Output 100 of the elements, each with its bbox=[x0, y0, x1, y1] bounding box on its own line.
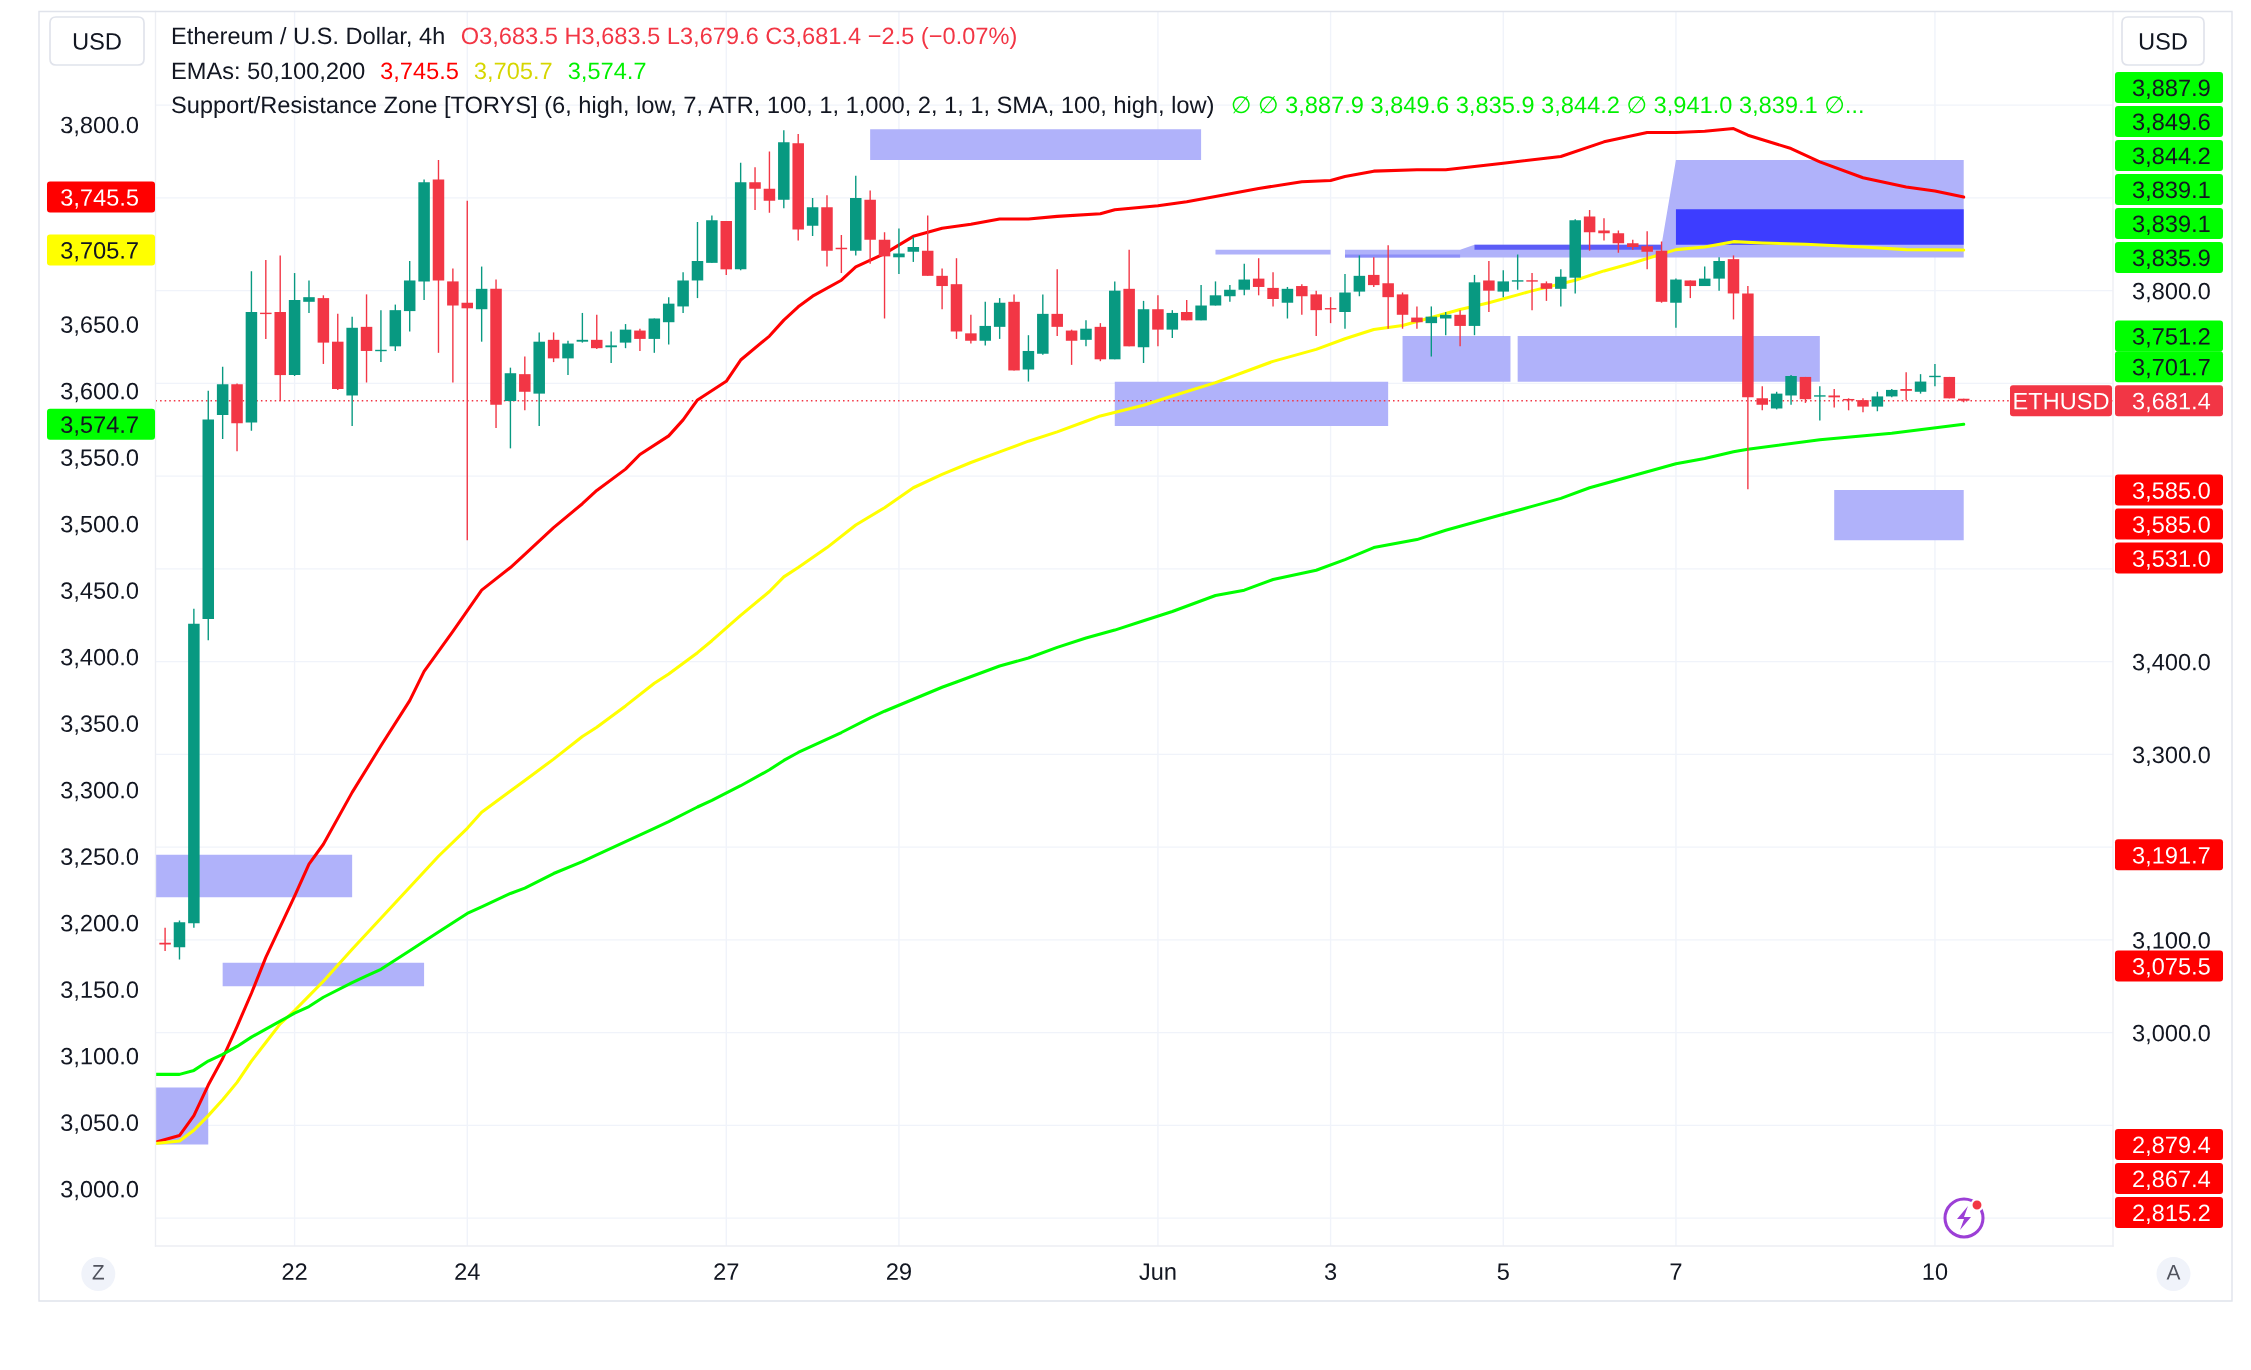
y-tick-label: 3,000.0 bbox=[2132, 1024, 2210, 1045]
text: 3,887.9 bbox=[2132, 79, 2210, 99]
candlestick bbox=[1238, 263, 1251, 297]
text: 3,835.9 bbox=[2132, 249, 2210, 269]
text: 3,075.5 bbox=[2132, 957, 2210, 978]
text: 3,705.7 bbox=[61, 242, 138, 262]
candlestick bbox=[1310, 289, 1322, 337]
candlestick bbox=[1526, 272, 1538, 311]
candlestick bbox=[1267, 271, 1279, 308]
y2-tick-label: 3,500.0 bbox=[61, 515, 139, 536]
candlestick bbox=[1641, 230, 1653, 271]
candlestick bbox=[806, 197, 819, 237]
text: 3,531.0 bbox=[2132, 550, 2210, 570]
candlestick bbox=[303, 279, 315, 314]
candlestick bbox=[605, 330, 617, 364]
candlestick bbox=[1195, 284, 1207, 322]
x-tick-label: 3 bbox=[1324, 1263, 1337, 1281]
x-tick-label: 24 bbox=[455, 1263, 480, 1280]
text: A bbox=[2166, 1265, 2181, 1280]
candlestick bbox=[1612, 229, 1625, 254]
y2-tick-label: 3,400.0 bbox=[61, 648, 139, 669]
x-tick-label: 27 bbox=[714, 1263, 739, 1280]
candlestick bbox=[1065, 328, 1078, 366]
x-tick-label: 22 bbox=[282, 1263, 307, 1280]
text: 3,191.7 bbox=[2132, 846, 2210, 867]
candlestick bbox=[965, 314, 977, 345]
candlestick bbox=[1670, 277, 1682, 329]
candlestick bbox=[475, 265, 488, 343]
candlestick bbox=[1497, 269, 1510, 298]
y-axis-title: USD bbox=[2139, 33, 2187, 50]
candlestick bbox=[1382, 244, 1394, 330]
text: 3,585.0 bbox=[2132, 482, 2210, 502]
candlestick bbox=[1598, 217, 1610, 242]
candlestick bbox=[878, 231, 891, 320]
ref-line-label: ETHUSD bbox=[2014, 392, 2109, 410]
candlestick bbox=[1353, 254, 1366, 297]
candlestick bbox=[936, 267, 948, 310]
text: Ethereum / U.S. Dollar, 4h bbox=[172, 26, 444, 48]
candlestick bbox=[1713, 256, 1725, 292]
text: 3,701.7 bbox=[2132, 358, 2210, 379]
candlestick bbox=[1396, 291, 1409, 330]
text: 3,681.4 bbox=[2132, 392, 2211, 413]
y2-tick-label: 3,600.0 bbox=[61, 382, 139, 403]
candlestick bbox=[1871, 391, 1884, 412]
candlestick bbox=[159, 927, 171, 952]
x-tick-label: 5 bbox=[1497, 1263, 1509, 1281]
y2-tick-label: 3,100.0 bbox=[61, 1047, 139, 1068]
text: 3,844.2 bbox=[2132, 147, 2210, 167]
y-tick-label: 3,100.0 bbox=[2132, 931, 2210, 952]
candlestick bbox=[749, 166, 761, 211]
y2-tick-label: 3,200.0 bbox=[61, 914, 139, 935]
candlestick bbox=[1555, 268, 1567, 308]
candlestick bbox=[1368, 256, 1380, 288]
text: 3,839.1 bbox=[2132, 215, 2210, 235]
x-tick-label: 29 bbox=[886, 1263, 911, 1281]
y2-tick-label: 3,350.0 bbox=[61, 715, 139, 735]
text: 3,574.7 bbox=[61, 416, 138, 436]
text: 3,585.0 bbox=[2132, 516, 2210, 536]
candlestick bbox=[1022, 334, 1035, 383]
candlestick bbox=[648, 317, 661, 354]
y-tick-label: 3,400.0 bbox=[2132, 653, 2210, 674]
candlestick bbox=[634, 328, 646, 352]
annotation: Support/Resistance Zone [TORYS] (6, high, low, 7, ATR, 100, 1, 1,000, 2, 1, 1, SMA, 100, high, low) bbox=[172, 95, 1213, 118]
y2-tick-label: 3,550.0 bbox=[61, 449, 139, 469]
x-tick-label: 10 bbox=[1923, 1263, 1948, 1281]
text: 2,867.4 bbox=[2133, 1170, 2211, 1191]
candlestick bbox=[763, 150, 776, 214]
x-tick-label: Jun bbox=[1139, 1263, 1176, 1281]
annotation: EMAs: 50,100,200 bbox=[172, 62, 365, 83]
candlestick bbox=[1339, 273, 1351, 330]
candlestick bbox=[1080, 319, 1092, 348]
y-tick-label: 3,800.0 bbox=[2132, 282, 2210, 303]
y-tick-label: 3,300.0 bbox=[2132, 746, 2210, 766]
annotation: ∅ ∅ 3,887.9 3,849.6 3,835.9 3,844.2 ∅ 3,941.0 3,839.1 ∅... bbox=[1232, 96, 1863, 117]
candlestick bbox=[1051, 268, 1063, 337]
candlestick bbox=[576, 312, 589, 344]
y2-tick-label: 3,000.0 bbox=[61, 1180, 139, 1201]
candlestick bbox=[907, 236, 920, 263]
candlestick bbox=[1785, 374, 1797, 406]
text: 3,751.2 bbox=[2132, 328, 2210, 348]
text: 2,815.2 bbox=[2133, 1204, 2210, 1225]
candlestick bbox=[1252, 257, 1265, 297]
candlestick bbox=[1454, 309, 1466, 348]
candlestick bbox=[1166, 309, 1179, 339]
candlestick bbox=[1914, 373, 1927, 395]
y2-tick-label: 3,150.0 bbox=[61, 981, 139, 1001]
y2-tick-label: 3,450.0 bbox=[61, 582, 139, 602]
candlestick bbox=[1281, 286, 1294, 320]
candlestick bbox=[662, 296, 675, 346]
text: Z bbox=[92, 1265, 105, 1280]
y2-tick-label: 3,300.0 bbox=[61, 781, 139, 802]
y2-tick-label: 3,050.0 bbox=[61, 1114, 139, 1134]
annotation: 3,705.7 bbox=[474, 62, 552, 83]
y2-tick-label: 3,650.0 bbox=[61, 316, 139, 336]
y2-tick-label: 3,250.0 bbox=[61, 848, 139, 868]
candlestick bbox=[547, 331, 560, 363]
candlestick bbox=[619, 323, 632, 349]
candlestick bbox=[1439, 311, 1452, 336]
annotation: 3,574.7 bbox=[568, 62, 646, 83]
candlestick bbox=[1224, 284, 1236, 303]
